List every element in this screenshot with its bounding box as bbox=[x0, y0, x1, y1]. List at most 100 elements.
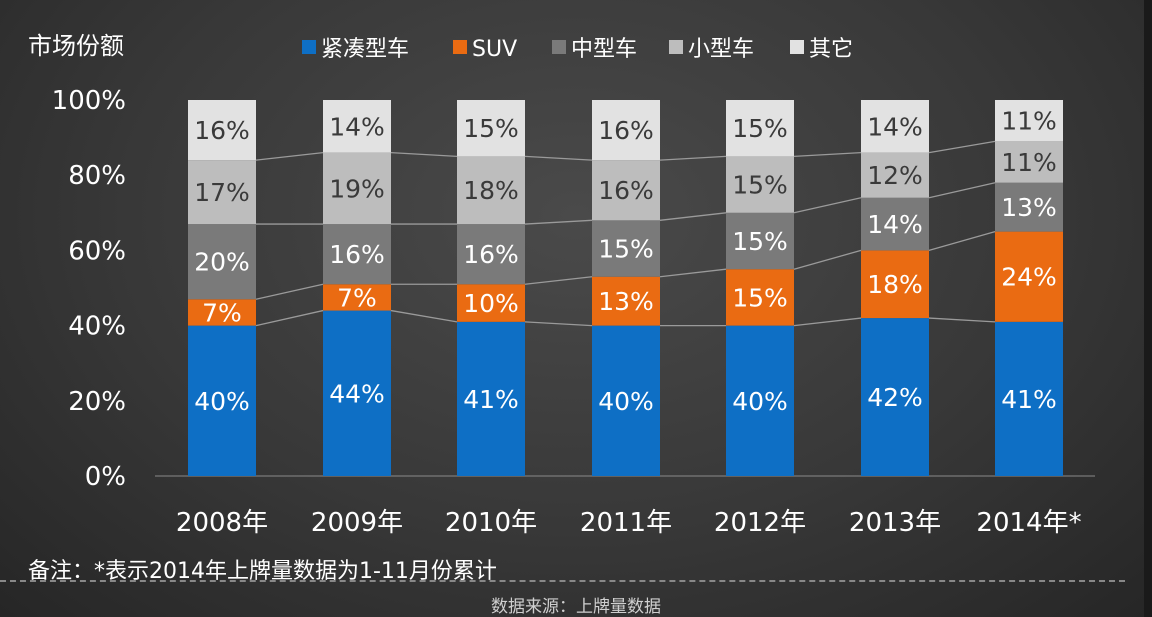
bar-segment bbox=[323, 310, 391, 476]
bar-segment bbox=[592, 160, 660, 221]
series-connector-line bbox=[928, 317, 996, 323]
bar-segment bbox=[188, 299, 256, 326]
legend-swatch bbox=[552, 40, 566, 54]
data-label: 16% bbox=[598, 116, 654, 145]
bar-segment bbox=[861, 152, 929, 198]
data-label: 13% bbox=[1001, 193, 1057, 222]
y-tick-label: 80% bbox=[68, 161, 126, 191]
bar-segment bbox=[726, 269, 794, 326]
data-label: 42% bbox=[867, 383, 923, 412]
data-label: 13% bbox=[598, 287, 654, 316]
data-label: 12% bbox=[867, 161, 923, 190]
data-label: 20% bbox=[194, 248, 250, 277]
series-connector-line bbox=[793, 317, 862, 327]
series-connector-line bbox=[255, 283, 324, 300]
data-label: 16% bbox=[463, 240, 519, 269]
series-connector-line bbox=[390, 309, 458, 323]
data-label: 15% bbox=[598, 235, 654, 264]
data-label: 16% bbox=[598, 176, 654, 205]
data-label: 15% bbox=[732, 283, 788, 312]
y-tick-label: 100% bbox=[52, 86, 126, 116]
series-connector-line bbox=[793, 249, 862, 270]
data-label: 16% bbox=[329, 240, 385, 269]
bar-segment bbox=[995, 231, 1063, 322]
legend-swatch bbox=[453, 40, 467, 54]
x-tick-label: 2012年 bbox=[714, 508, 806, 538]
frame-edge bbox=[1144, 0, 1152, 617]
divider bbox=[0, 580, 1125, 582]
data-label: 18% bbox=[463, 176, 519, 205]
y-tick-label: 20% bbox=[68, 387, 126, 417]
bar-segment bbox=[457, 156, 525, 225]
bar-segment bbox=[861, 197, 929, 251]
footnote: 备注：*表示2014年上牌量数据为1-11月份累计 bbox=[28, 559, 497, 584]
data-label: 44% bbox=[329, 379, 385, 408]
bar-segment bbox=[457, 224, 525, 285]
bar-segment bbox=[188, 160, 256, 225]
data-label: 15% bbox=[732, 171, 788, 200]
series-connector-line bbox=[659, 155, 727, 161]
data-label: 16% bbox=[194, 116, 250, 145]
series-connector-line bbox=[255, 151, 324, 161]
series-connector-line bbox=[524, 321, 593, 327]
series-connector-line bbox=[390, 151, 458, 158]
series-connector-line bbox=[928, 230, 996, 252]
legend-label: 其它 bbox=[809, 37, 853, 62]
data-label: 11% bbox=[1001, 107, 1057, 136]
y-tick-label: 60% bbox=[68, 236, 126, 266]
y-tick-label: 40% bbox=[68, 312, 126, 342]
data-label: 18% bbox=[867, 270, 923, 299]
source-note: 数据来源：上牌量数据 bbox=[491, 597, 661, 617]
bar-segment bbox=[188, 224, 256, 300]
y-tick-label: 0% bbox=[85, 462, 126, 492]
series-connector-line bbox=[928, 182, 996, 199]
bar-segment bbox=[592, 100, 660, 161]
series-connector-line bbox=[793, 151, 862, 158]
x-tick-label: 2010年 bbox=[445, 508, 537, 538]
x-tick-label: 2013年 bbox=[849, 508, 941, 538]
legend-swatch bbox=[669, 40, 683, 54]
x-tick-label: 2009年 bbox=[311, 508, 403, 538]
bar-segment bbox=[323, 224, 391, 285]
series-connector-line bbox=[659, 268, 727, 278]
bar-segment bbox=[995, 100, 1063, 142]
data-label: 41% bbox=[1001, 385, 1057, 414]
series-connector-line bbox=[659, 212, 727, 221]
data-label: 40% bbox=[598, 387, 654, 416]
legend-label: 小型车 bbox=[688, 37, 754, 62]
bar-segment bbox=[861, 100, 929, 153]
bar-segment bbox=[323, 152, 391, 225]
bar-segment bbox=[726, 100, 794, 157]
legend-label: 紧凑型车 bbox=[321, 37, 409, 62]
series-connector-line bbox=[524, 219, 593, 225]
data-label: 11% bbox=[1001, 148, 1057, 177]
data-label: 10% bbox=[463, 289, 519, 318]
bar-segment bbox=[457, 321, 525, 476]
bar-segment bbox=[592, 220, 660, 277]
data-label: 41% bbox=[463, 385, 519, 414]
series-connector-line bbox=[928, 140, 996, 154]
series-connector-line bbox=[255, 309, 324, 327]
legend-label: 中型车 bbox=[571, 37, 637, 62]
bar-segment bbox=[861, 250, 929, 319]
data-label: 7% bbox=[337, 283, 377, 312]
x-tick-label: 2011年 bbox=[580, 508, 672, 538]
bar-segment bbox=[592, 325, 660, 476]
series-connector-line bbox=[524, 276, 593, 285]
bar-segment bbox=[457, 100, 525, 157]
bar-segment bbox=[726, 325, 794, 476]
stacked-bar-chart: 市场份额 0% 20% 40% 60% 80% 100% 40% 7% 20% 17% 16% 44% 7… bbox=[52, 37, 1095, 538]
data-label: 17% bbox=[194, 178, 250, 207]
data-label: 14% bbox=[867, 112, 923, 141]
data-label: 15% bbox=[732, 227, 788, 256]
bar-segment bbox=[323, 284, 391, 311]
data-label: 14% bbox=[867, 210, 923, 239]
x-tick-label: 2008年 bbox=[176, 508, 268, 538]
bar-segment bbox=[188, 325, 256, 476]
series-connector-line bbox=[793, 197, 862, 214]
bar-segment bbox=[861, 318, 929, 476]
bar-segment bbox=[457, 284, 525, 322]
bar-segment bbox=[995, 321, 1063, 476]
legend-swatch bbox=[790, 40, 804, 54]
series-connector-line bbox=[524, 155, 593, 161]
